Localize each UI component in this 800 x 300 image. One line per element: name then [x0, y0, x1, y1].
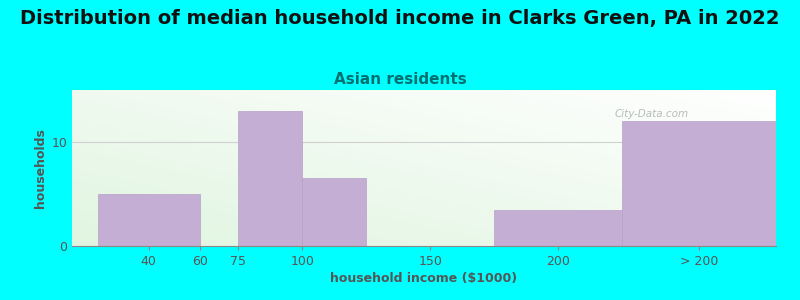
- Bar: [622, 121, 776, 246]
- X-axis label: household income ($1000): household income ($1000): [330, 272, 518, 285]
- Text: Distribution of median household income in Clarks Green, PA in 2022: Distribution of median household income …: [20, 9, 780, 28]
- Text: City-Data.com: City-Data.com: [614, 109, 688, 119]
- Bar: [98, 194, 200, 246]
- Text: Asian residents: Asian residents: [334, 72, 466, 87]
- Bar: [238, 111, 302, 246]
- Bar: [302, 178, 366, 246]
- Y-axis label: households: households: [34, 128, 47, 208]
- Bar: [494, 210, 622, 246]
